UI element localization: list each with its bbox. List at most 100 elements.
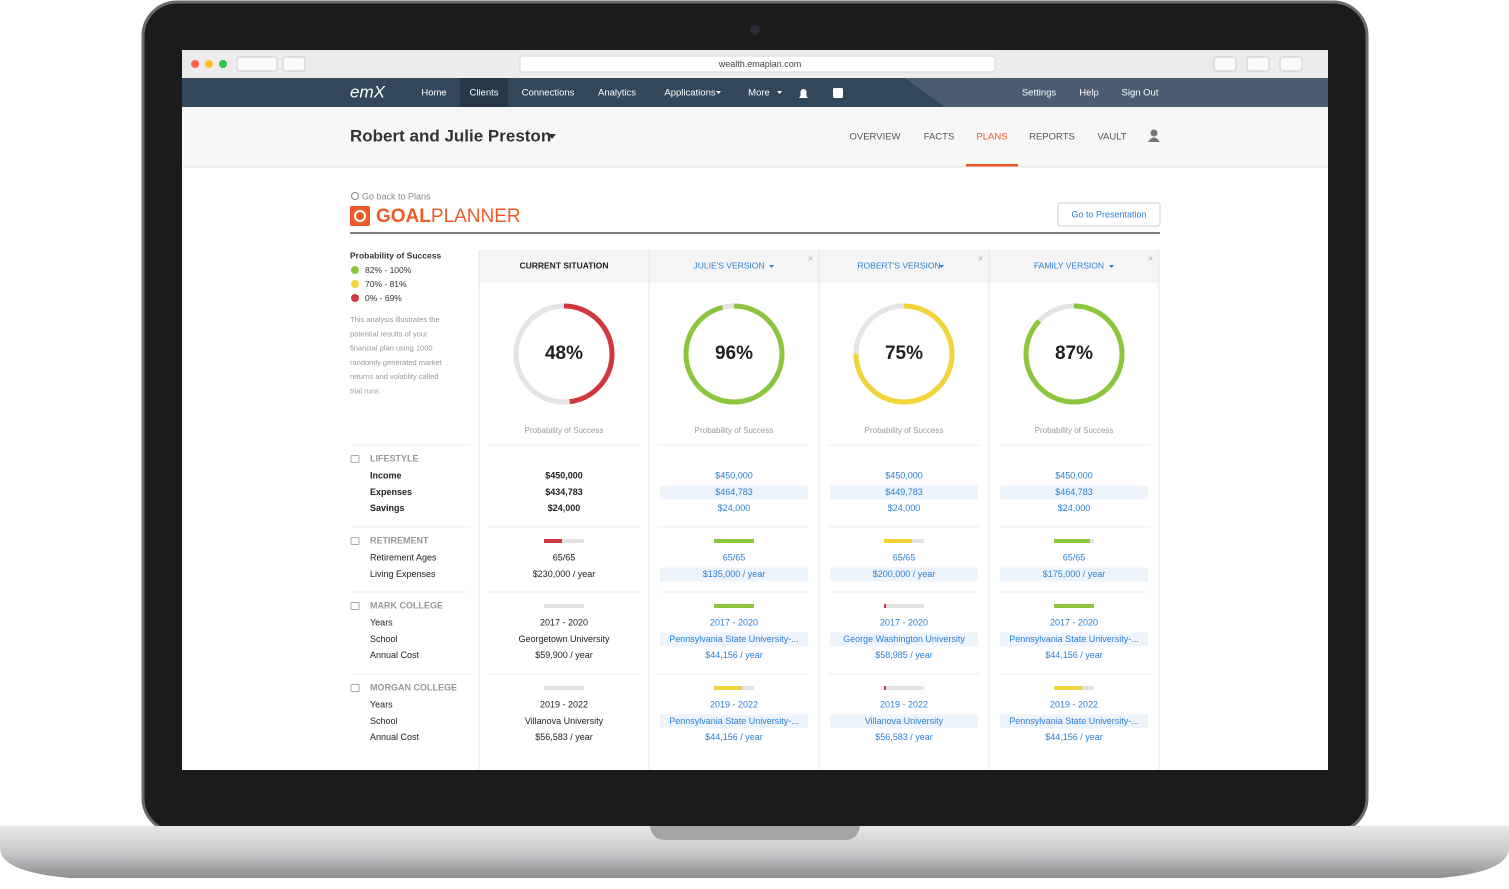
cell-value[interactable]: $464,783	[715, 487, 753, 497]
back-link[interactable]: Go back to Plans	[362, 191, 431, 201]
cell-value[interactable]: $44,156 / year	[705, 732, 763, 742]
share-button[interactable]	[1213, 56, 1237, 72]
cell-value: Villanova University	[525, 716, 604, 726]
tab[interactable]: PLANS	[976, 132, 1007, 143]
nav-right-item[interactable]: Help	[1079, 88, 1099, 99]
close-dot[interactable]	[191, 60, 199, 68]
row-label: Living Expenses	[370, 569, 436, 579]
user-icon[interactable]	[1150, 129, 1158, 137]
cell-value[interactable]: 65/65	[893, 552, 916, 562]
cell-value[interactable]: 2017 - 2020	[1050, 617, 1098, 627]
cell-value[interactable]: 2019 - 2022	[880, 699, 928, 709]
camera	[750, 25, 760, 35]
cell-value[interactable]: George Washington University	[843, 634, 965, 644]
cell-value[interactable]: $175,000 / year	[1043, 569, 1106, 579]
cell-value[interactable]: Pennsylvania State University-...	[1009, 716, 1139, 726]
scenario-header[interactable]: CURRENT SITUATION	[519, 260, 608, 270]
scenario-header[interactable]: FAMILY VERSION	[1034, 260, 1104, 270]
cell-value[interactable]: 65/65	[723, 552, 746, 562]
cell-value[interactable]: 2019 - 2022	[1050, 699, 1098, 709]
cell-value[interactable]: $24,000	[1058, 503, 1091, 513]
goal-bar-track	[544, 539, 584, 543]
sidebar-button[interactable]	[282, 56, 306, 72]
close-icon[interactable]: ×	[808, 253, 813, 263]
cell-value[interactable]: $450,000	[885, 470, 923, 480]
legend-dot	[351, 266, 359, 274]
nav-item[interactable]: Connections	[522, 88, 575, 99]
nav-item[interactable]: Home	[421, 88, 446, 99]
row-label: Expenses	[370, 487, 412, 497]
cell-value[interactable]: Pennsylvania State University-...	[669, 634, 799, 644]
cell-value[interactable]: $464,783	[1055, 487, 1093, 497]
goal-bar	[714, 686, 742, 690]
cell-value[interactable]: $450,000	[715, 470, 753, 480]
tabs-button[interactable]	[1246, 56, 1270, 72]
cell-value[interactable]: 65/65	[1063, 552, 1086, 562]
cell-value[interactable]: $200,000 / year	[873, 569, 936, 579]
legend-label: 70% - 81%	[365, 279, 407, 289]
cell-value[interactable]: $44,156 / year	[1045, 650, 1103, 660]
tab[interactable]: FACTS	[924, 132, 955, 143]
cell-value[interactable]: $450,000	[1055, 470, 1093, 480]
donut-arc	[1023, 303, 1125, 405]
client-name[interactable]: Robert and Julie Preston	[350, 126, 551, 145]
close-icon[interactable]: ×	[978, 253, 983, 263]
address-bar[interactable]	[519, 55, 996, 73]
legend-label: 82% - 100%	[365, 265, 412, 275]
tab[interactable]: OVERVIEW	[849, 132, 900, 143]
probability-label: 75%	[885, 343, 923, 364]
donut-arc	[513, 303, 615, 405]
nav-right-item[interactable]: Sign Out	[1122, 88, 1159, 99]
client-header	[182, 107, 1328, 167]
nav-item[interactable]: Applications	[664, 88, 715, 99]
cell-value[interactable]: $449,783	[885, 487, 923, 497]
scenario-header[interactable]: ROBERT'S VERSION	[857, 260, 940, 270]
cell-value[interactable]: $135,000 / year	[703, 569, 766, 579]
base-notch	[650, 826, 860, 840]
row-label: School	[370, 634, 398, 644]
cell-value[interactable]: $44,156 / year	[1045, 732, 1103, 742]
donut-arc	[683, 303, 785, 405]
goal-bar-track	[884, 686, 924, 690]
cell-value[interactable]: $44,156 / year	[705, 650, 763, 660]
zoom-dot[interactable]	[219, 60, 227, 68]
cell-value[interactable]: 2019 - 2022	[710, 699, 758, 709]
presentation-button[interactable]	[1057, 202, 1161, 227]
nav-buttons[interactable]	[236, 56, 278, 72]
scenario-header[interactable]: JULIE'S VERSION	[693, 260, 764, 270]
row-label: Years	[370, 617, 393, 627]
tab[interactable]: VAULT	[1097, 132, 1126, 143]
cell-value[interactable]: 2017 - 2020	[880, 617, 928, 627]
cell-value[interactable]: $58,985 / year	[875, 650, 933, 660]
cell-value[interactable]: $24,000	[888, 503, 921, 513]
cell-value[interactable]: Villanova University	[865, 716, 944, 726]
logo[interactable]: emX	[350, 82, 386, 101]
minimize-dot[interactable]	[205, 60, 213, 68]
row-highlight	[830, 632, 978, 647]
close-icon[interactable]: ×	[1148, 253, 1153, 263]
legend-title: Probability of Success	[350, 250, 441, 260]
extension-button[interactable]	[1279, 56, 1303, 72]
client-caret[interactable]	[548, 134, 556, 139]
cell-value[interactable]: $24,000	[718, 503, 751, 513]
cell-value[interactable]: $56,583 / year	[875, 732, 933, 742]
cell-value: 2019 - 2022	[540, 699, 588, 709]
cell-value[interactable]: Pennsylvania State University-...	[669, 716, 799, 726]
nav-item[interactable]: Analytics	[598, 88, 636, 99]
cell-value[interactable]: Pennsylvania State University-...	[1009, 634, 1139, 644]
cell-value: $230,000 / year	[533, 569, 596, 579]
cell-value[interactable]: 2017 - 2020	[710, 617, 758, 627]
check-icon[interactable]	[833, 88, 843, 98]
bell-icon[interactable]	[799, 89, 808, 98]
nav-item[interactable]: More	[748, 88, 770, 99]
nav-item[interactable]: Clients	[469, 88, 498, 99]
presentation-label[interactable]: Go to Presentation	[1071, 209, 1146, 219]
nav-right-item[interactable]: Settings	[1022, 88, 1057, 99]
tab[interactable]: REPORTS	[1029, 132, 1075, 143]
goal-bar-track	[884, 604, 924, 608]
cell-value: $56,583 / year	[535, 732, 593, 742]
legend-dot	[351, 280, 359, 288]
cell-value: $24,000	[548, 503, 581, 513]
goal-bar	[1054, 539, 1090, 543]
